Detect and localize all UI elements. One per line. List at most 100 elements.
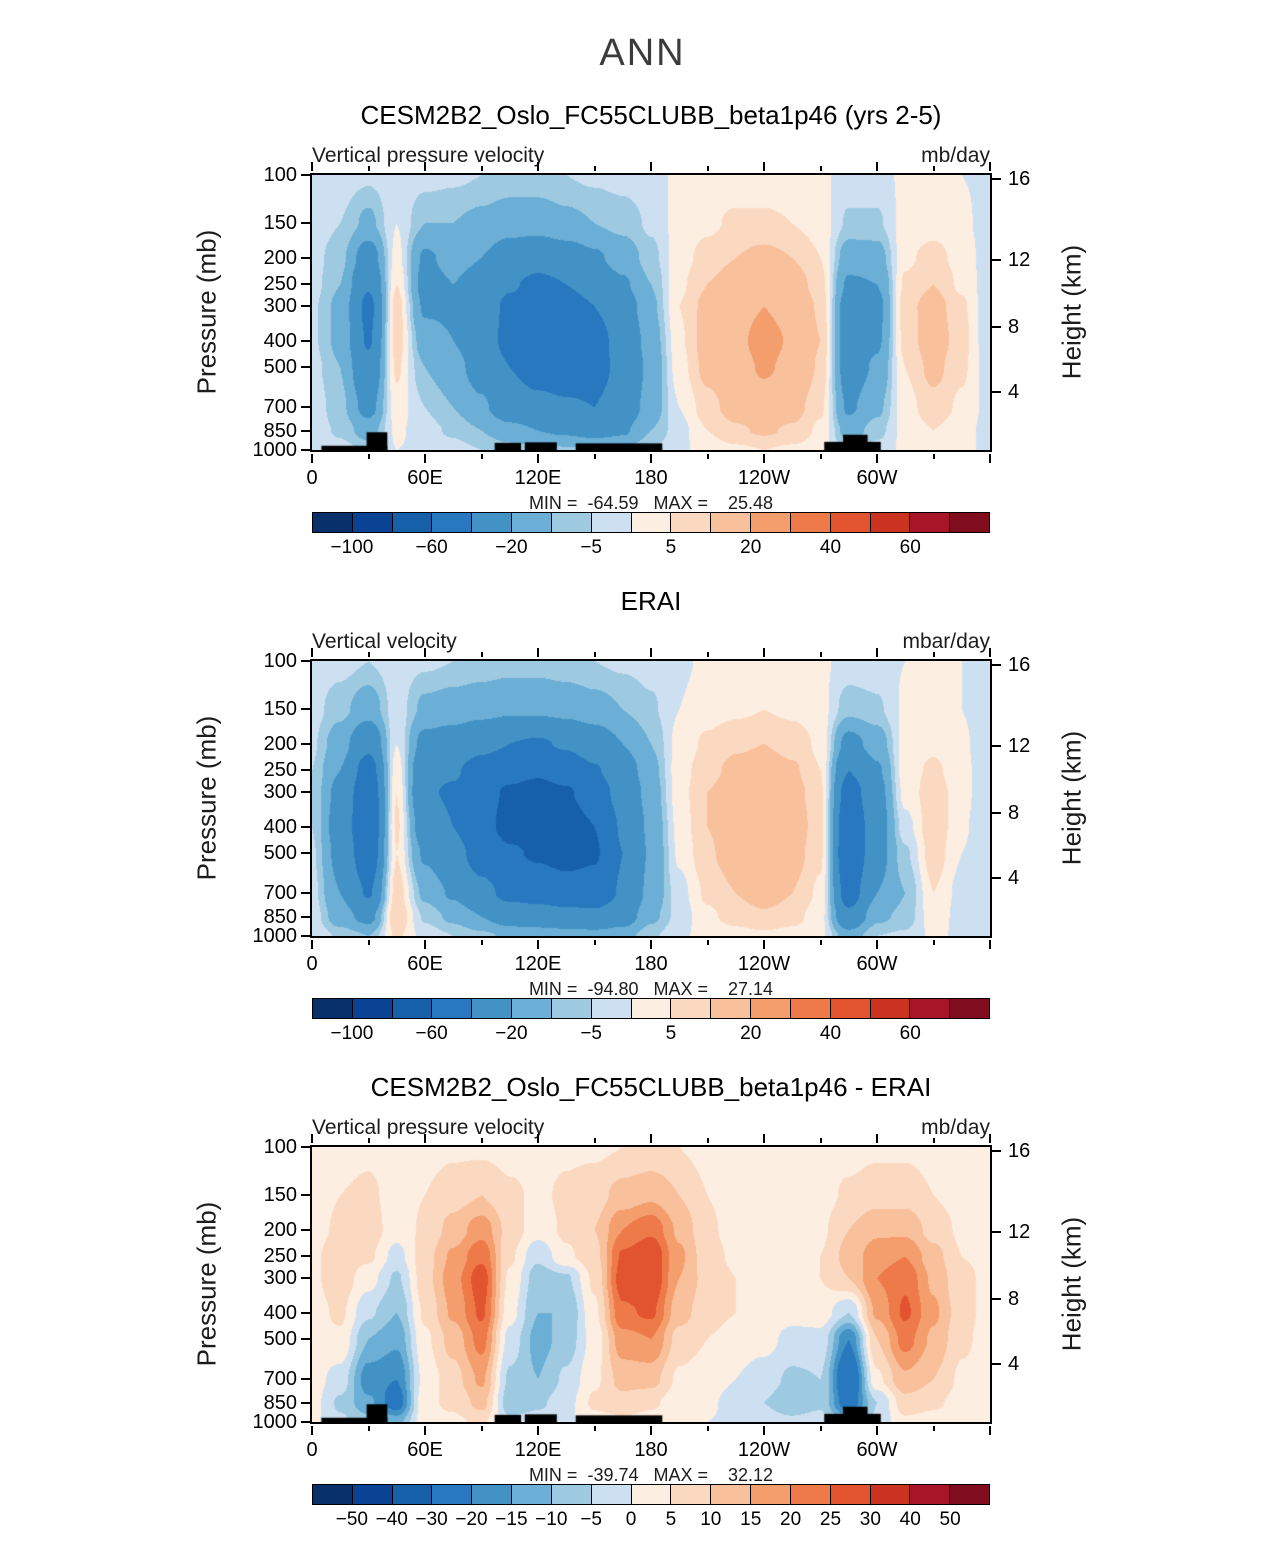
longitude-tick [311,940,313,949]
pressure-tick [301,449,310,451]
colorbar-tick-label: 60 [899,1023,921,1044]
height-tick [992,1230,1001,1233]
longitude-tick [763,162,765,171]
pressure-tick [301,1311,310,1314]
figure-season-title: ANN [599,32,686,74]
pressure-tick [301,852,310,855]
height-tick [992,1297,1001,1300]
colorbar-tick-label: 0 [625,1509,637,1530]
longitude-tick-label: 0 [306,1439,318,1461]
colorbar-tick-label: −5 [580,1023,602,1044]
contour-canvas [312,661,990,936]
colorbar-segment [432,513,473,532]
pressure-tick-label: 700 [263,396,297,419]
colorbar-tick-label: −5 [580,1509,602,1530]
height-axis-title: Height (km) [1056,730,1087,866]
longitude-tick [819,454,822,459]
panel-subtitle-row: Vertical pressure velocity mb/day [312,1116,990,1140]
longitude-tick [932,1426,935,1431]
pressure-tick-label: 250 [263,1245,297,1268]
height-tick [992,1149,1001,1152]
longitude-tick-label: 60W [856,953,898,975]
colorbar-segment [472,1485,513,1504]
pressure-tick [301,660,310,662]
height-tick-label: 12 [1008,1220,1031,1243]
colorbar-tick-label: 25 [819,1509,842,1530]
height-tick-label: 16 [1008,1139,1031,1162]
colorbar-segment [631,999,672,1018]
longitude-tick [932,166,935,171]
colorbar [312,1484,990,1505]
colorbar-segment [751,999,791,1018]
pressure-tick [301,1146,310,1148]
pressure-tick [301,708,310,711]
colorbar-segment [392,513,433,532]
colorbar-segment [950,513,990,532]
pressure-tick [301,1421,310,1423]
pressure-tick-label: 850 [263,419,297,442]
longitude-tick [989,648,991,657]
pressure-tick-label: 200 [263,246,297,269]
panel-title: ERAI [620,586,682,616]
longitude-tick-label: 60E [407,467,443,489]
longitude-tick [537,454,539,463]
pressure-tick [301,1228,310,1231]
longitude-tick [650,940,652,949]
longitude-tick [650,454,652,463]
pressure-tick-label: 100 [263,650,297,672]
pressure-tick [301,769,310,772]
pressure-tick [301,1194,310,1197]
longitude-tick [876,648,878,657]
longitude-tick [593,940,596,945]
contour-canvas [312,1147,990,1422]
colorbar-segment [472,513,513,532]
height-tick-label: 16 [1008,653,1031,676]
colorbar-segment [671,1485,712,1504]
pressure-tick-label: 150 [263,1184,297,1207]
height-tick-label: 8 [1008,1287,1020,1310]
colorbar-tick-label: −100 [330,1023,374,1044]
longitude-tick [424,648,426,657]
height-tick-label: 4 [1008,381,1020,404]
pressure-tick-label: 250 [263,759,297,782]
colorbar-segment [950,999,990,1018]
longitude-tick [989,1134,991,1143]
panel-difference: CESM2B2_Oslo_FC55CLUBB_beta1p46 - ERAI V… [0,1072,1285,1534]
height-axis-title: Height (km) [1056,1216,1087,1352]
longitude-tick-label: 120E [514,1439,562,1461]
pressure-tick-label: 500 [263,1328,297,1351]
longitude-tick [819,940,822,945]
contour-canvas [312,175,990,450]
colorbar-tick-label: 5 [665,1509,677,1530]
field-label: Vertical velocity [312,630,457,653]
pressure-tick-label: 300 [263,781,297,804]
panel-model: CESM2B2_Oslo_FC55CLUBB_beta1p46 (yrs 2-5… [0,100,1285,562]
longitude-tick [480,454,483,459]
colorbar-segment [512,513,552,532]
longitude-tick-label: 60W [856,467,898,489]
longitude-tick [650,1426,652,1435]
colorbar-segment [790,1485,831,1504]
colorbar-tick-label: −50 [335,1509,368,1530]
colorbar-segment [551,513,592,532]
colorbar-tick-label: −20 [495,1023,528,1044]
height-tick [992,663,1001,666]
field-label: Vertical pressure velocity [312,1116,545,1139]
longitude-tick [480,166,483,171]
height-tick [992,391,1001,394]
pressure-tick-label: 300 [263,295,297,318]
colorbar-tick-label: 60 [899,537,921,558]
contour-plot [310,1145,992,1424]
pressure-tick [301,1277,310,1280]
longitude-tick [989,940,991,949]
units-label: mb/day [921,144,990,167]
colorbar-segment [551,999,592,1018]
longitude-tick [650,648,652,657]
colorbar-segment [631,513,672,532]
longitude-tick [311,454,313,463]
longitude-tick [311,1426,313,1435]
height-tick-label: 4 [1008,867,1020,890]
longitude-tick [367,940,370,945]
pressure-tick-label: 400 [263,815,297,838]
colorbar-segment [512,1485,552,1504]
